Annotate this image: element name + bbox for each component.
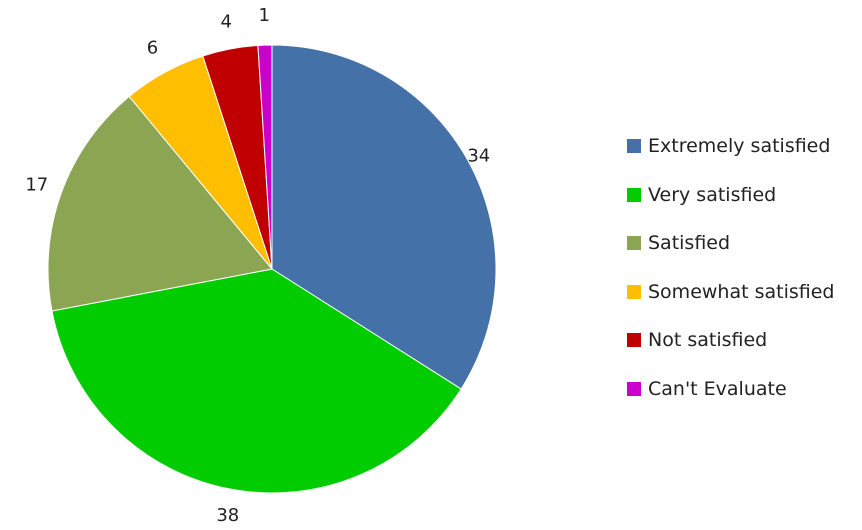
data-label-satisfied: 17 xyxy=(25,174,48,195)
legend-swatch xyxy=(627,381,641,396)
data-label-not-satisfied: 4 xyxy=(221,11,232,32)
data-label-extremely-satisfied: 34 xyxy=(467,145,490,166)
legend-label: Satisfied xyxy=(648,232,731,254)
legend-item: Can't Evaluate xyxy=(627,377,834,401)
legend-swatch xyxy=(627,333,641,347)
legend-item: Not satisfied xyxy=(627,328,834,352)
data-label-somewhat-satisfied: 6 xyxy=(147,38,158,59)
legend-item: Extremely satisfied xyxy=(627,134,834,158)
legend-item: Very satisfied xyxy=(627,183,834,207)
data-label-can-t-evaluate: 1 xyxy=(259,5,270,26)
legend-swatch xyxy=(627,187,641,202)
legend-label: Very satisfied xyxy=(648,183,777,206)
legend-label: Somewhat satisfied xyxy=(648,280,835,303)
legend-swatch xyxy=(627,284,641,299)
legend-item: Satisfied xyxy=(627,231,834,255)
pie-slice-can-t-evaluate xyxy=(257,44,273,270)
pie-slice-satisfied xyxy=(47,95,273,312)
pie-slice-very-satisfied xyxy=(51,268,462,494)
legend-label: Not satisfied xyxy=(648,329,768,351)
legend-swatch xyxy=(627,236,641,250)
chart-legend: Extremely satisfied Very satisfied Satisfi… xyxy=(627,134,834,425)
legend-label: Extremely satisfied xyxy=(648,135,831,157)
legend-label: Can't Evaluate xyxy=(648,377,787,400)
data-label-very-satisfied: 38 xyxy=(216,505,239,526)
legend-item: Somewhat satisfied xyxy=(627,280,834,304)
legend-swatch xyxy=(627,139,641,153)
pie-slice-extremely-satisfied xyxy=(271,44,497,390)
